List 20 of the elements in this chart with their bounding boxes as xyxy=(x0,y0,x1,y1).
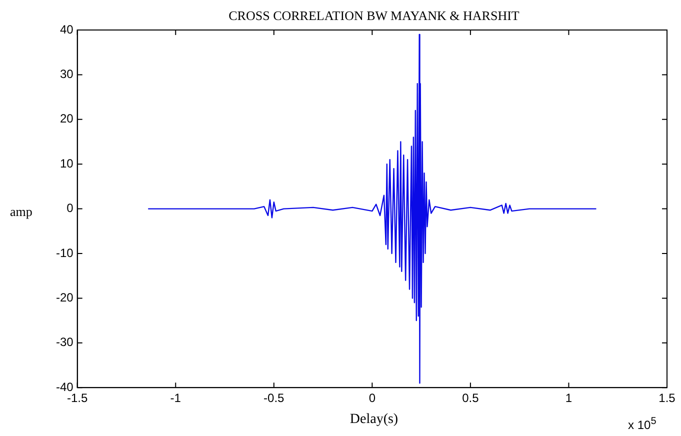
x-tick-label: -1.5 xyxy=(67,391,88,406)
y-tick-label: 30 xyxy=(60,67,74,82)
x-tick-label: 0 xyxy=(368,391,376,406)
x-tick-label: -0.5 xyxy=(264,391,285,406)
y-tick-label: 10 xyxy=(60,156,74,170)
y-axis-title: amp xyxy=(10,204,32,220)
y-tick-label: 40 xyxy=(60,22,74,36)
y-tick-label: -10 xyxy=(56,246,74,260)
y-tick-label: -20 xyxy=(56,290,74,305)
x-tick-label: 0.5 xyxy=(462,391,480,406)
x-axis-title: Delay(s) xyxy=(350,412,398,427)
x-tick-label: -1 xyxy=(170,391,182,406)
chart-title: CROSS CORRELATION BW MAYANK & HARSHIT xyxy=(228,8,520,24)
y-tick-label: -30 xyxy=(56,335,74,350)
y-tick-label: -40 xyxy=(56,380,74,394)
y-tick-label: 0 xyxy=(66,201,74,216)
y-tick-label: 20 xyxy=(60,112,74,126)
text: x 10$^{5}$ xyxy=(628,416,656,432)
x-tick-label: 1 xyxy=(565,391,572,406)
x-tick-label: 1.5 xyxy=(658,391,676,406)
